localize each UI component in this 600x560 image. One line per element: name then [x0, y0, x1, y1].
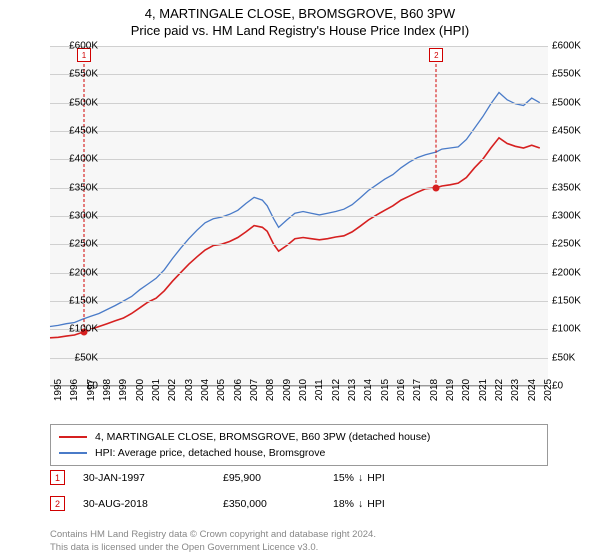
ytick-left: £100K: [54, 324, 98, 335]
xtick: 2005: [216, 379, 227, 401]
arrow-down-icon: ↓: [358, 472, 363, 484]
ytick-right: £450K: [552, 126, 581, 137]
xtick: 2009: [282, 379, 293, 401]
title-main: 4, MARTINGALE CLOSE, BROMSGROVE, B60 3PW: [0, 6, 600, 21]
legend-row-price: 4, MARTINGALE CLOSE, BROMSGROVE, B60 3PW…: [59, 429, 539, 445]
ytick-left: £550K: [54, 69, 98, 80]
xtick: 1996: [69, 379, 80, 401]
gridline: [50, 329, 548, 330]
xtick: 2021: [478, 379, 489, 401]
sale-marker-2: 2: [50, 496, 65, 511]
xtick: 2007: [249, 379, 260, 401]
sale-price-1: £95,900: [223, 472, 333, 484]
xtick: 2006: [233, 379, 244, 401]
ytick-right: £300K: [552, 211, 581, 222]
xtick: 2020: [461, 379, 472, 401]
ytick-left: £150K: [54, 296, 98, 307]
ytick-right: £400K: [552, 154, 581, 165]
sale-price-2: £350,000: [223, 498, 333, 510]
sale-vline: [436, 64, 437, 188]
xtick: 2022: [494, 379, 505, 401]
xtick: 2017: [412, 379, 423, 401]
gridline: [50, 74, 548, 75]
ytick-left: £500K: [54, 97, 98, 108]
ytick-right: £200K: [552, 267, 581, 278]
xtick: 2001: [151, 379, 162, 401]
xtick: 2024: [527, 379, 538, 401]
sale-date-1: 30-JAN-1997: [83, 472, 223, 484]
xtick: 2023: [510, 379, 521, 401]
gridline: [50, 131, 548, 132]
ytick-left: £200K: [54, 267, 98, 278]
plot-area: 12: [50, 46, 548, 386]
gridline: [50, 301, 548, 302]
xtick: 2008: [265, 379, 276, 401]
xtick: 2010: [298, 379, 309, 401]
xtick: 2014: [363, 379, 374, 401]
chart-container: 4, MARTINGALE CLOSE, BROMSGROVE, B60 3PW…: [0, 0, 600, 560]
ytick-left: £600K: [54, 41, 98, 52]
series-price_paid: [50, 138, 540, 338]
gridline: [50, 273, 548, 274]
gridline: [50, 358, 548, 359]
gridline: [50, 46, 548, 47]
xtick: 2015: [380, 379, 391, 401]
legend-row-hpi: HPI: Average price, detached house, Brom…: [59, 445, 539, 461]
ytick-right: £350K: [552, 182, 581, 193]
sale-row-1: 1 30-JAN-1997 £95,900 15% ↓ HPI: [50, 470, 548, 485]
sale-delta-2: 18% ↓ HPI: [333, 498, 453, 510]
xtick: 2011: [314, 379, 325, 401]
ytick-right: £500K: [552, 97, 581, 108]
gridline: [50, 244, 548, 245]
xtick: 1998: [102, 379, 113, 401]
ytick-right: £150K: [552, 296, 581, 307]
ytick-right: £600K: [552, 41, 581, 52]
ytick-left: £350K: [54, 182, 98, 193]
gridline: [50, 159, 548, 160]
ytick-left: £250K: [54, 239, 98, 250]
title-sub: Price paid vs. HM Land Registry's House …: [0, 23, 600, 38]
xtick: 2025: [543, 379, 554, 401]
ytick-left: £400K: [54, 154, 98, 165]
xtick: 1997: [86, 379, 97, 401]
sale-marker-1: 1: [50, 470, 65, 485]
xtick: 2016: [396, 379, 407, 401]
ytick-left: £450K: [54, 126, 98, 137]
sale-delta-1: 15% ↓ HPI: [333, 472, 453, 484]
xtick: 2004: [200, 379, 211, 401]
ytick-right: £550K: [552, 69, 581, 80]
sale-marker-on-chart: 2: [429, 48, 443, 62]
footer-line1: Contains HM Land Registry data © Crown c…: [50, 529, 376, 541]
xtick: 2018: [429, 379, 440, 401]
footer: Contains HM Land Registry data © Crown c…: [50, 529, 376, 554]
gridline: [50, 103, 548, 104]
gridline: [50, 188, 548, 189]
ytick-right: £250K: [552, 239, 581, 250]
ytick-left: £50K: [54, 352, 98, 363]
legend-label-hpi: HPI: Average price, detached house, Brom…: [95, 447, 325, 459]
xtick: 2019: [445, 379, 456, 401]
ytick-right: £100K: [552, 324, 581, 335]
arrow-down-icon: ↓: [358, 498, 363, 510]
legend-swatch-price: [59, 436, 87, 438]
title-block: 4, MARTINGALE CLOSE, BROMSGROVE, B60 3PW…: [0, 0, 600, 38]
legend-label-price: 4, MARTINGALE CLOSE, BROMSGROVE, B60 3PW…: [95, 431, 430, 443]
xtick: 2003: [184, 379, 195, 401]
gridline: [50, 216, 548, 217]
xtick: 2012: [331, 379, 342, 401]
xtick: 1995: [53, 379, 64, 401]
xtick: 2000: [135, 379, 146, 401]
ytick-right: £50K: [552, 352, 575, 363]
sale-row-2: 2 30-AUG-2018 £350,000 18% ↓ HPI: [50, 496, 548, 511]
ytick-left: £300K: [54, 211, 98, 222]
xtick: 2013: [347, 379, 358, 401]
xtick: 2002: [167, 379, 178, 401]
legend: 4, MARTINGALE CLOSE, BROMSGROVE, B60 3PW…: [50, 424, 548, 466]
xtick: 1999: [118, 379, 129, 401]
legend-swatch-hpi: [59, 452, 87, 454]
sale-date-2: 30-AUG-2018: [83, 498, 223, 510]
sale-dot: [433, 184, 440, 191]
series-hpi: [50, 93, 540, 327]
footer-line2: This data is licensed under the Open Gov…: [50, 542, 376, 554]
